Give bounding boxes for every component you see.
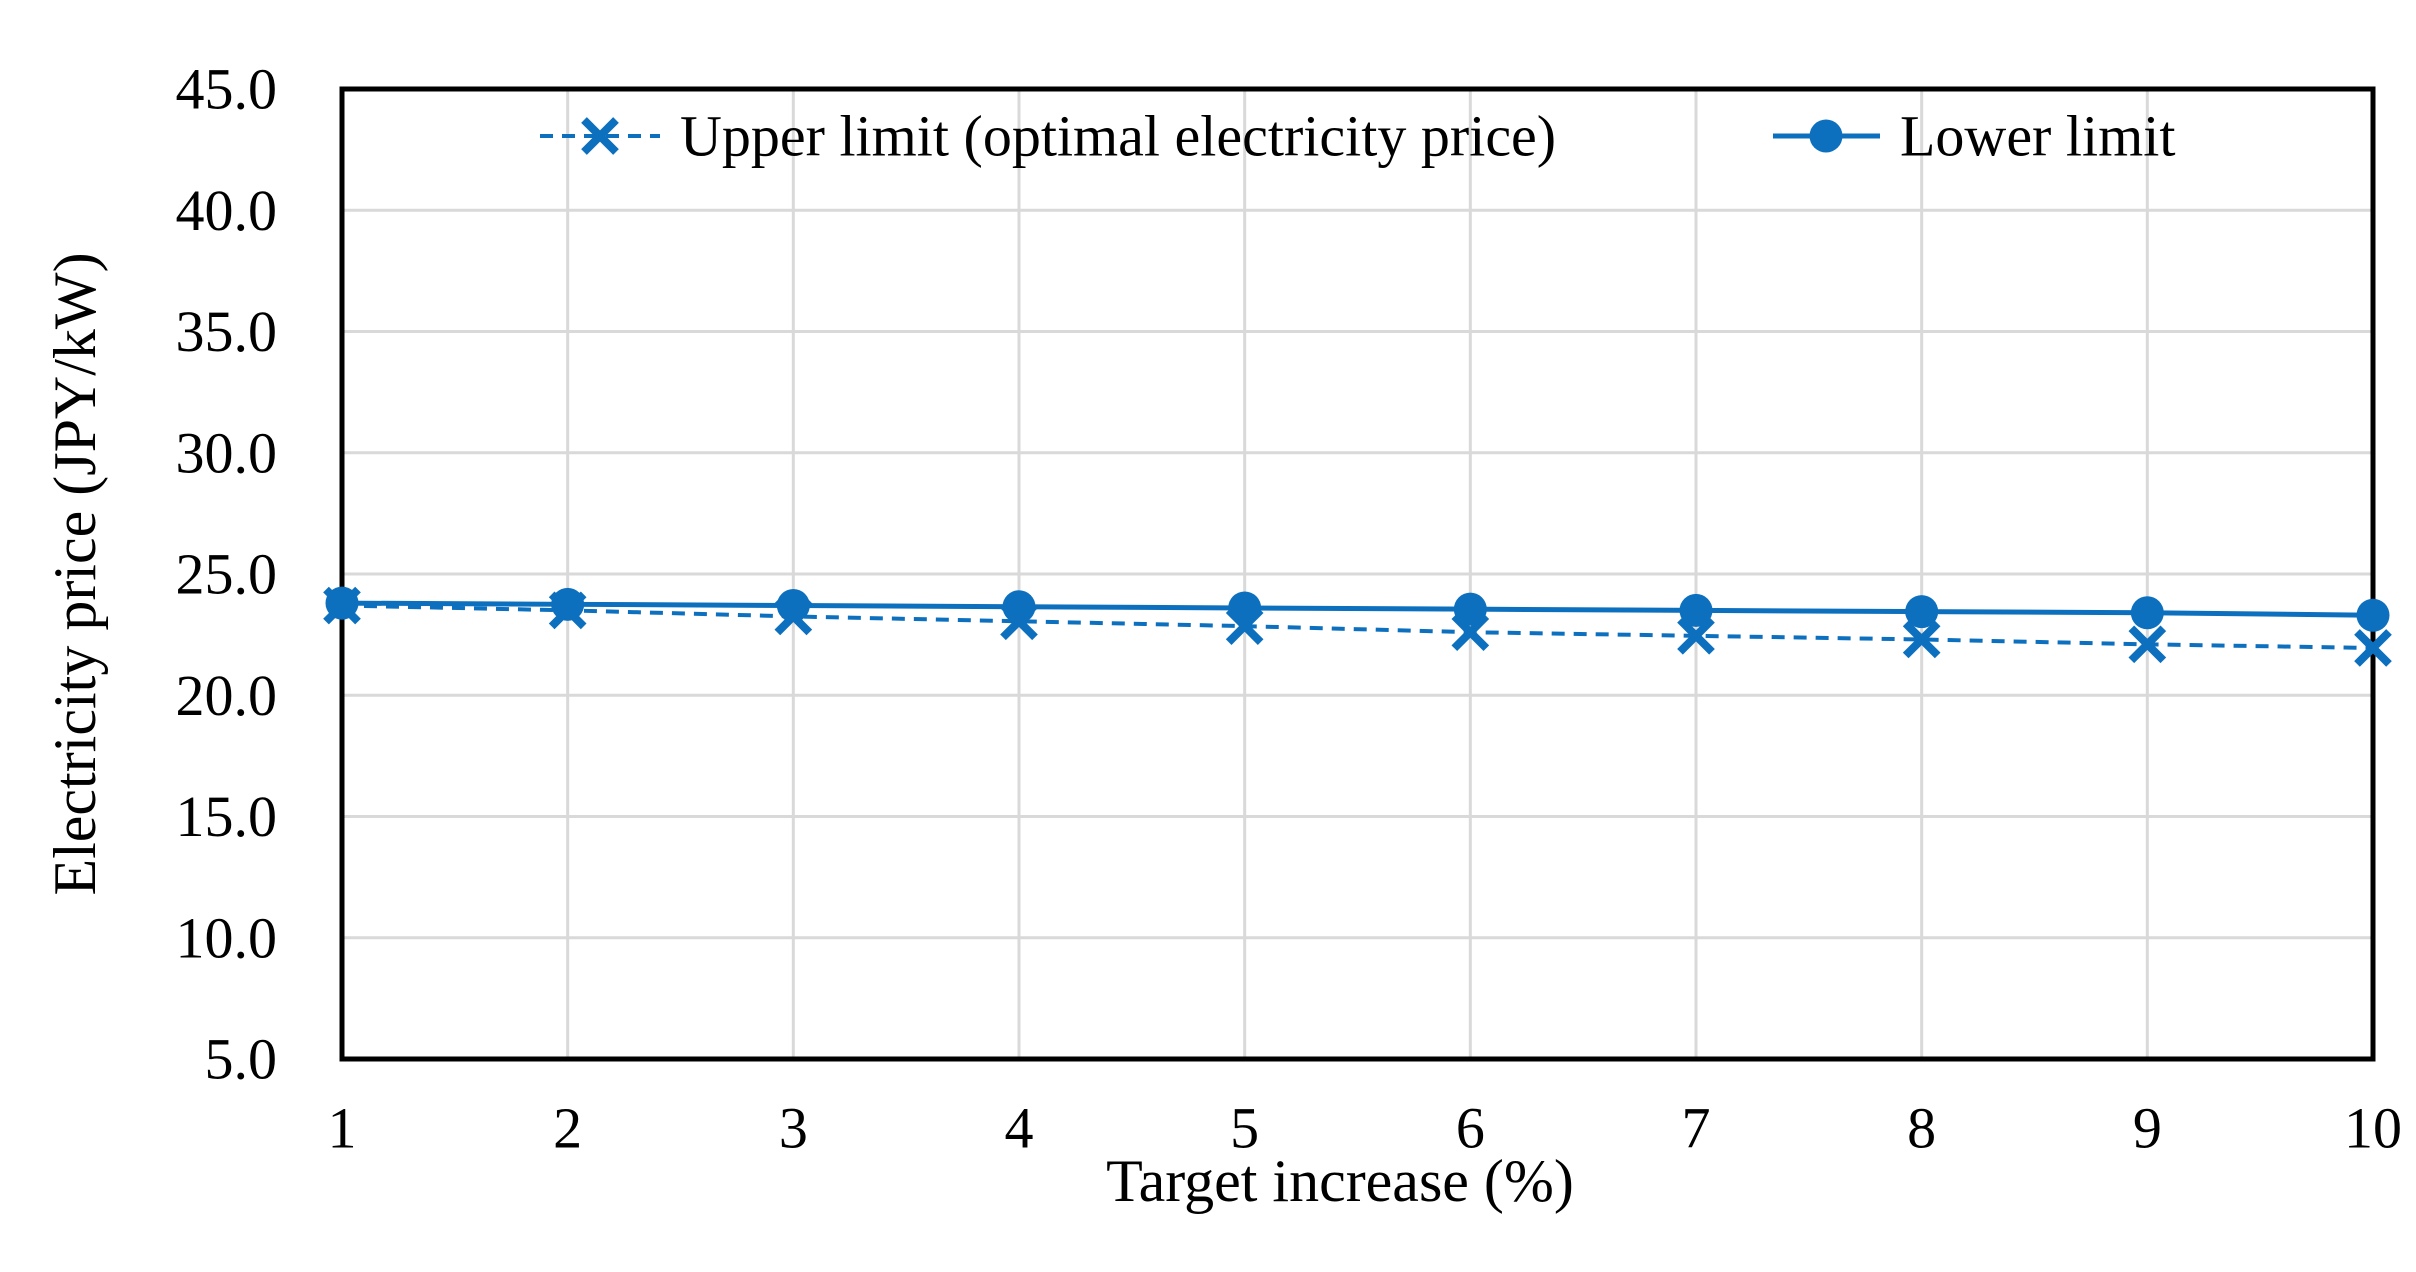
- upper-limit-line: [341, 603, 2374, 650]
- y-tick-label: 40.0: [176, 178, 278, 243]
- y-tick-label: 15.0: [176, 784, 278, 849]
- x-tick-label: 4: [1005, 1096, 1034, 1161]
- legend: Upper limit (optimal electricity price) …: [540, 104, 2175, 169]
- x-axis-title: Target increase (%): [1106, 1148, 1574, 1214]
- lower-limit-marker-circle: [551, 587, 585, 621]
- y-axis-tick-labels: 5.0 10.0 15.0 20.0 25.0 30.0 35.0 40.0 45.0: [176, 57, 278, 1092]
- data-series: [323, 586, 2392, 667]
- x-tick-label: 8: [1907, 1096, 1936, 1161]
- lower-limit-marker-circle: [2130, 596, 2164, 630]
- lower-limit-marker-circle: [325, 586, 359, 620]
- upper-limit-marker-x: [2354, 629, 2392, 667]
- lower-limit-legend-marker-circle: [1809, 119, 1843, 153]
- upper-limit-series: [323, 586, 2392, 667]
- upper-limit-legend-label: Upper limit (optimal electricity price): [680, 104, 1556, 169]
- lower-limit-legend-sample: [1773, 119, 1880, 153]
- lower-limit-line: [341, 600, 2374, 618]
- lower-limit-legend-label: Lower limit: [1900, 104, 2175, 169]
- chart-canvas: 1 2 3 4 5 6 7 8 9 10 5.0 10.0 15.0 20.0 25.0 30.0 35.0 4…: [42, 57, 2403, 1215]
- x-tick-label: 3: [779, 1096, 808, 1161]
- upper-limit-legend-sample: [540, 117, 660, 155]
- y-tick-label: 30.0: [176, 420, 278, 485]
- upper-limit-marker-x: [1902, 620, 1941, 659]
- y-tick-label: 35.0: [176, 299, 278, 364]
- x-tick-label: 1: [328, 1096, 357, 1161]
- y-tick-label: 10.0: [176, 905, 278, 970]
- lower-limit-marker-circle: [1228, 591, 1262, 625]
- x-tick-label: 2: [553, 1096, 582, 1161]
- x-tick-label: 10: [2344, 1096, 2402, 1161]
- x-tick-label: 9: [2133, 1096, 2162, 1161]
- upper-limit-legend-marker-x: [581, 117, 619, 155]
- lower-limit-marker-circle: [1002, 590, 1036, 624]
- lower-limit-marker-circle: [776, 589, 810, 623]
- x-tick-label: 7: [1682, 1096, 1711, 1161]
- upper-limit-marker-x: [1677, 617, 1715, 655]
- upper-limit-marker-x: [2128, 625, 2167, 664]
- y-tick-label: 45.0: [176, 57, 278, 122]
- lower-limit-marker-circle: [1905, 595, 1939, 629]
- x-axis-tick-labels: 1 2 3 4 5 6 7 8 9 10: [328, 1096, 2403, 1161]
- legend-item-upper-limit: Upper limit (optimal electricity price): [540, 104, 1556, 169]
- y-tick-label: 20.0: [176, 663, 278, 728]
- lower-limit-marker-circle: [2356, 598, 2390, 632]
- legend-item-lower-limit: Lower limit: [1773, 104, 2175, 169]
- lower-limit-marker-circle: [1679, 593, 1713, 627]
- lower-limit-marker-circle: [1453, 592, 1487, 626]
- x-tick-label: 5: [1230, 1096, 1259, 1161]
- lower-limit-series: [325, 586, 2390, 632]
- y-axis-title: Electricity price (JPY/kW): [42, 252, 108, 895]
- plot-border: [339, 86, 2376, 1062]
- gridlines: [342, 89, 2373, 1059]
- y-tick-label: 5.0: [205, 1027, 278, 1092]
- y-tick-label: 25.0: [176, 542, 278, 607]
- plot-border-rect: [339, 86, 2376, 1062]
- x-tick-label: 6: [1456, 1096, 1485, 1161]
- electricity-price-chart: 1 2 3 4 5 6 7 8 9 10 5.0 10.0 15.0 20.0 25.0 30.0 35.0 4…: [40, 16, 2416, 1256]
